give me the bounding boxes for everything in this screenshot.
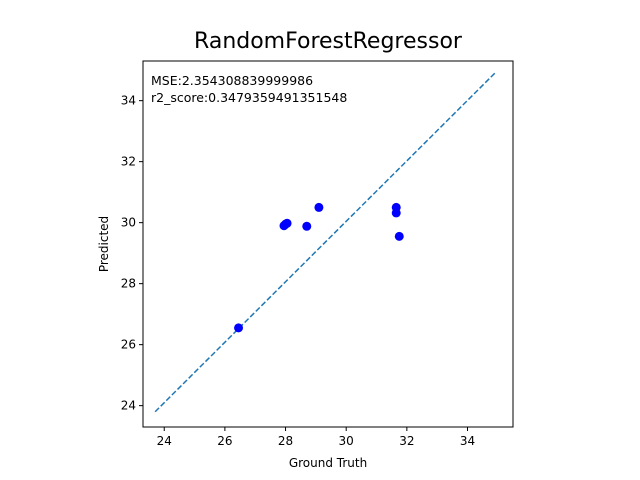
x-tick-label-4: 32 <box>399 434 414 448</box>
x-tick-label-5: 34 <box>460 434 475 448</box>
data-point-0 <box>234 323 244 333</box>
x-axis-label: Ground Truth <box>289 456 367 470</box>
x-tick-label-1: 26 <box>217 434 232 448</box>
y-tick-label-5: 34 <box>121 94 136 108</box>
x-tick-label-2: 28 <box>278 434 293 448</box>
reference-line <box>154 72 496 413</box>
y-tick-label-1: 26 <box>121 338 136 352</box>
data-point-3 <box>282 218 292 228</box>
y-tick-label-0: 24 <box>121 399 136 413</box>
y-tick-label-2: 28 <box>121 277 136 291</box>
data-point-5 <box>314 202 324 212</box>
plot-area: 24 26 28 30 32 34 24 26 28 30 32 34 <box>121 60 514 448</box>
x-tick-label-0: 24 <box>157 434 172 448</box>
y-tick-label-3: 30 <box>121 216 136 230</box>
data-point-7 <box>391 208 401 218</box>
axes-frame <box>142 60 514 428</box>
x-tick-label-3: 30 <box>339 434 354 448</box>
y-tick-label-4: 32 <box>121 155 136 169</box>
data-point-8 <box>394 231 404 241</box>
y-axis-label: Predicted <box>97 216 111 272</box>
mse-annotation: MSE:2.354308839999986 <box>151 73 313 88</box>
data-point-4 <box>302 221 312 231</box>
chart-title: RandomForestRegressor <box>194 29 463 54</box>
r2-score-annotation: r2_score:0.3479359491351548 <box>151 90 347 105</box>
